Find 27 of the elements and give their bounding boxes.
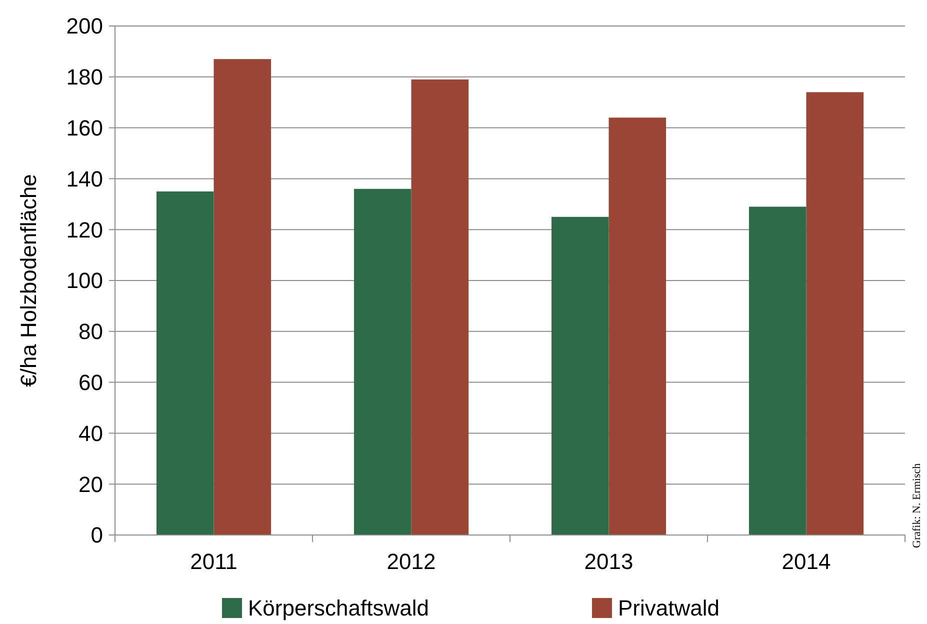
y-tick-label: 0 <box>90 522 103 548</box>
legend-label: Körperschaftswald <box>248 596 429 621</box>
bar <box>748 206 806 535</box>
x-tick-label: 2011 <box>190 549 238 574</box>
bar <box>608 118 666 535</box>
y-tick-label: 180 <box>66 64 103 90</box>
legend-label: Privatwald <box>618 596 720 621</box>
y-tick-label: 40 <box>78 420 103 446</box>
bar <box>214 59 272 535</box>
y-tick-label: 200 <box>66 14 103 39</box>
bar <box>354 188 412 535</box>
y-tick-label: 140 <box>66 166 103 192</box>
x-tick-label: 2012 <box>386 549 436 574</box>
y-tick-label: 20 <box>78 472 103 497</box>
y-tick-label: 120 <box>66 217 103 242</box>
x-tick-label: 2014 <box>782 549 831 574</box>
bar <box>806 92 864 535</box>
bar <box>411 79 469 535</box>
x-tick-label: 2013 <box>584 549 634 574</box>
y-tick-label: 100 <box>66 268 103 294</box>
y-tick-label: 60 <box>78 370 103 395</box>
bar <box>156 191 214 535</box>
bar <box>551 216 609 535</box>
y-tick-label: 160 <box>66 116 103 140</box>
text: Grafik: N. Ermisch <box>911 462 923 548</box>
y-tick-label: 80 <box>78 319 103 344</box>
y-axis-title: €/ha Holzbodenfläche <box>16 174 41 387</box>
